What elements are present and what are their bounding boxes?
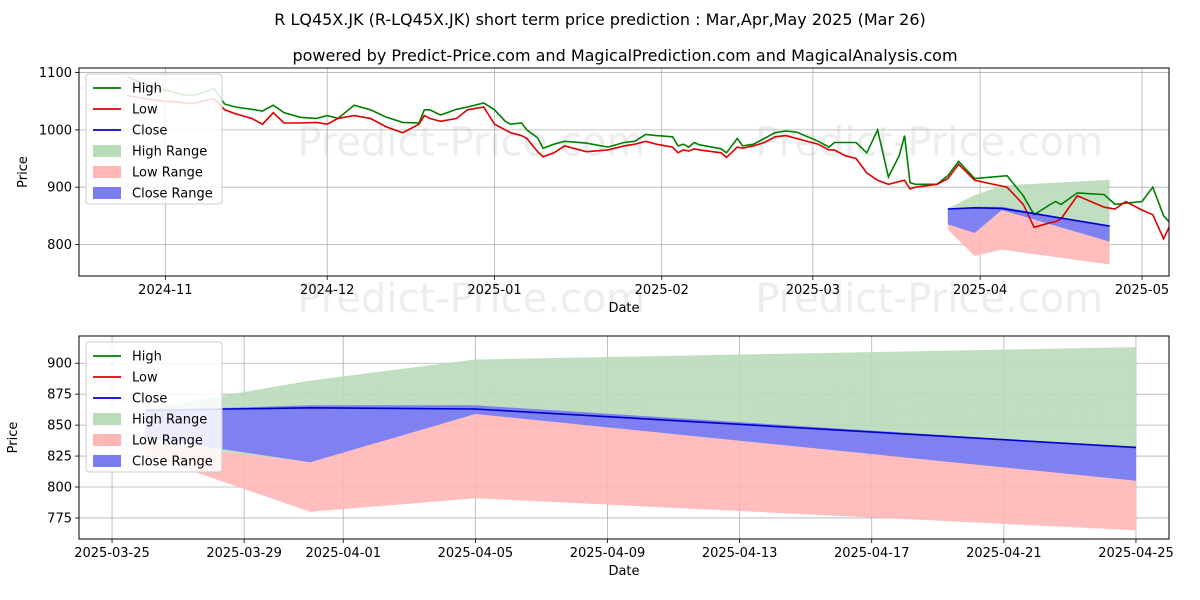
watermark: Predict-Price.com <box>755 119 1103 165</box>
close-forecast-line <box>947 206 1110 227</box>
x-tick-label: 2024-12 <box>300 283 354 298</box>
close-forecast-line <box>145 406 1137 449</box>
x-tick-label: 2025-04-01 <box>305 546 381 561</box>
y-tick-label: 825 <box>47 450 72 465</box>
x-tick-label: 2025-04-13 <box>702 546 778 561</box>
x-tick-label: 2025-04 <box>953 283 1007 298</box>
close-range-band <box>145 405 1137 481</box>
x-tick-label: 2025-03 <box>786 283 840 298</box>
legend-swatch <box>93 455 121 467</box>
x-axis-label: Date <box>608 564 639 579</box>
legend-label: Close <box>132 392 167 407</box>
x-tick-label: 2025-04-17 <box>834 546 910 561</box>
x-tick-label: 2025-05 <box>1115 283 1169 298</box>
low-range-band <box>145 414 1137 531</box>
y-tick-label: 800 <box>47 238 72 253</box>
plot-frame <box>78 335 1170 540</box>
y-tick-label: 875 <box>47 388 72 403</box>
x-tick-label: 2025-01 <box>467 283 521 298</box>
plot-frame <box>78 67 1170 277</box>
low-line <box>127 94 1169 241</box>
y-tick-label: 900 <box>47 181 72 196</box>
legend-label: Close <box>132 124 167 139</box>
y-tick-label: 1000 <box>39 123 72 138</box>
chart-subtitle: powered by Predict-Price.com and Magical… <box>292 46 957 65</box>
legend-label: Close Range <box>132 455 213 470</box>
forecast-panel: Predict-Price.comPredict-Price.com2025-0… <box>6 335 1174 579</box>
legend-label: High Range <box>132 413 207 428</box>
x-tick-label: 2024-11 <box>138 283 192 298</box>
plot-area <box>127 75 1169 265</box>
x-tick-label: 2025-02 <box>635 283 689 298</box>
high-line <box>127 75 1169 223</box>
watermark: Predict-Price.com <box>297 276 645 322</box>
x-axis-label: Date <box>608 301 639 316</box>
legend-label: High Range <box>132 145 207 160</box>
watermark: Predict-Price.com <box>297 119 645 165</box>
legend-label: Low Range <box>132 166 203 181</box>
watermark: Predict-Price.com <box>755 276 1103 322</box>
legend-swatch <box>93 434 121 446</box>
legend-label: Close Range <box>132 187 213 202</box>
x-tick-label: 2025-03-25 <box>74 546 150 561</box>
x-tick-label: 2025-04-25 <box>1098 546 1174 561</box>
y-axis-label: Price <box>6 422 21 454</box>
x-tick-label: 2025-04-05 <box>438 546 514 561</box>
legend-label: Low <box>132 103 158 118</box>
history-panel: Predict-Price.com Predict-Price.com Predic… <box>16 66 1170 322</box>
legend-label: Low Range <box>132 434 203 449</box>
y-tick-label: 775 <box>47 511 72 526</box>
y-tick-label: 1100 <box>39 66 72 81</box>
y-axis-label: Price <box>16 156 31 188</box>
legend-label: High <box>132 350 162 365</box>
legend-swatch <box>93 413 121 425</box>
legend-swatch <box>93 187 121 199</box>
legend-swatch <box>93 166 121 178</box>
legend-label: High <box>132 82 162 97</box>
x-tick-label: 2025-03-29 <box>206 546 282 561</box>
y-tick-label: 800 <box>47 481 72 496</box>
x-tick-label: 2025-04-21 <box>966 546 1042 561</box>
legend: High Low Close High Range Low Range Close Ran… <box>85 73 223 205</box>
plot-area <box>145 347 1137 531</box>
x-tick-label: 2025-04-09 <box>570 546 646 561</box>
close-range-band <box>947 206 1110 242</box>
y-tick-label: 850 <box>47 419 72 434</box>
low-range-band <box>947 210 1110 265</box>
y-tick-label: 900 <box>47 357 72 372</box>
legend-swatch <box>93 145 121 157</box>
legend: High Low Close High Range Low Range Close Ran… <box>85 341 223 473</box>
chart-title: R LQ45X.JK (R-LQ45X.JK) short term price… <box>274 10 926 29</box>
legend-label: Low <box>132 371 158 386</box>
